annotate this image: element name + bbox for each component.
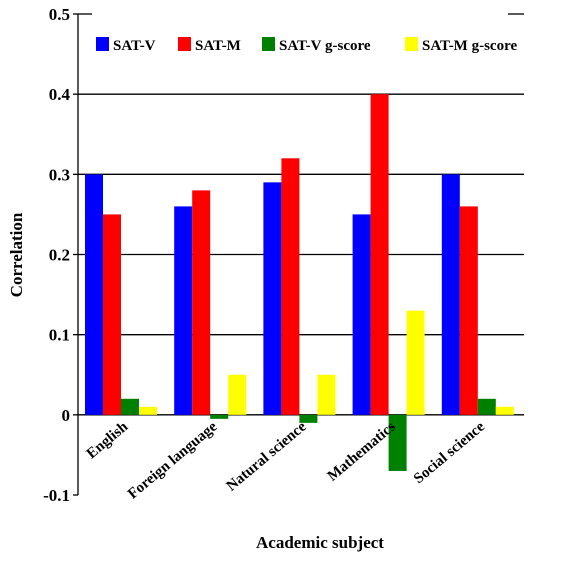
legend-label-2: SAT-V g-score <box>279 38 371 54</box>
bar-sat-v-english <box>85 174 103 415</box>
bars <box>85 94 514 471</box>
y-tick-label-0: -0.1 <box>43 486 70 505</box>
bar-sat-v-mathematics <box>352 214 371 415</box>
bar-sat-m-natural-science <box>281 158 300 415</box>
legend-label-1: SAT-M <box>195 38 241 54</box>
x-axis-label: Academic subject <box>256 533 384 552</box>
y-tick-label-4: 0.3 <box>49 165 70 184</box>
bar-sat-m-g-score-english <box>139 406 157 415</box>
bar-sat-v-g-score-natural-science <box>299 414 318 423</box>
legend-label-0: SAT-V <box>113 38 156 54</box>
legend-swatch-2 <box>262 37 275 51</box>
y-tick-label-6: 0.5 <box>49 5 70 24</box>
x-tick-label-0: English <box>84 418 132 462</box>
y-tick-label-2: 0.1 <box>49 326 70 345</box>
x-tick-label-4: Social science <box>411 419 488 487</box>
legend-label-3: SAT-M g-score <box>422 38 517 54</box>
legend-swatch-3 <box>405 37 418 51</box>
bar-sat-v-natural-science <box>263 182 282 415</box>
bar-sat-m-g-score-natural-science <box>317 374 336 415</box>
bar-sat-v-g-score-social-science <box>477 398 496 415</box>
bar-sat-v-social-science <box>441 174 460 415</box>
bar-sat-m-g-score-foreign-language <box>228 374 247 415</box>
bar-sat-m-g-score-social-science <box>495 406 514 415</box>
bar-sat-v-g-score-foreign-language <box>210 414 229 419</box>
y-tick-label-3: 0.2 <box>49 246 70 265</box>
bar-sat-v-g-score-mathematics <box>388 414 407 471</box>
bar-sat-m-mathematics <box>370 94 389 415</box>
bar-sat-m-foreign-language <box>192 190 211 415</box>
legend: SAT-V SAT-M SAT-V g-score SAT-M g-score <box>96 37 517 54</box>
bar-sat-v-g-score-english <box>121 398 139 415</box>
bar-sat-m-english <box>103 214 121 415</box>
bar-sat-v-foreign-language <box>174 206 193 415</box>
x-tick-label-3: Mathematics <box>325 419 399 485</box>
y-tick-label-1: 0 <box>62 406 71 425</box>
x-tick-label-1: Foreign language <box>125 419 221 503</box>
y-tick-label-5: 0.4 <box>49 85 71 104</box>
y-axis-label: Correlation <box>7 212 26 297</box>
bar-sat-m-social-science <box>459 206 478 415</box>
legend-swatch-0 <box>96 37 109 51</box>
bar-sat-m-g-score-mathematics <box>406 310 425 415</box>
x-tick-label-2: Natural science <box>224 419 310 495</box>
legend-swatch-1 <box>178 37 191 51</box>
